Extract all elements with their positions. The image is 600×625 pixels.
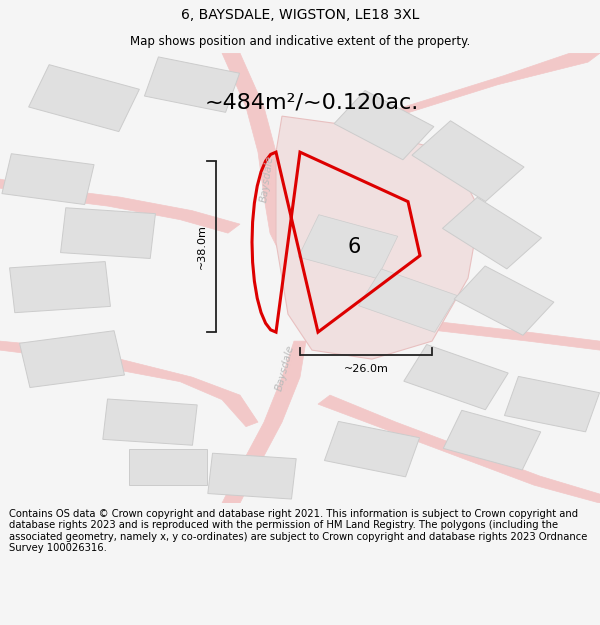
- Polygon shape: [103, 399, 197, 445]
- Polygon shape: [334, 91, 434, 160]
- Polygon shape: [61, 208, 155, 259]
- Polygon shape: [0, 179, 240, 233]
- Polygon shape: [276, 116, 480, 359]
- Polygon shape: [443, 411, 541, 470]
- Polygon shape: [29, 64, 139, 132]
- Text: Map shows position and indicative extent of the property.: Map shows position and indicative extent…: [130, 35, 470, 48]
- Polygon shape: [412, 121, 524, 201]
- Polygon shape: [454, 266, 554, 335]
- Text: ~38.0m: ~38.0m: [197, 224, 207, 269]
- Polygon shape: [222, 305, 318, 503]
- Text: ~484m²/~0.120ac.: ~484m²/~0.120ac.: [205, 92, 419, 112]
- Polygon shape: [282, 53, 600, 161]
- Polygon shape: [0, 341, 258, 427]
- Polygon shape: [208, 453, 296, 499]
- Text: Contains OS data © Crown copyright and database right 2021. This information is : Contains OS data © Crown copyright and d…: [9, 509, 587, 553]
- Text: Baysdale: Baysdale: [274, 344, 296, 392]
- Polygon shape: [298, 215, 398, 279]
- Polygon shape: [145, 57, 239, 112]
- Polygon shape: [222, 53, 318, 341]
- Polygon shape: [20, 331, 124, 388]
- Polygon shape: [442, 198, 542, 269]
- Polygon shape: [359, 269, 457, 332]
- Polygon shape: [129, 449, 207, 485]
- Polygon shape: [2, 154, 94, 204]
- Polygon shape: [505, 376, 599, 432]
- Polygon shape: [325, 421, 419, 477]
- Text: 6, BAYSDALE, WIGSTON, LE18 3XL: 6, BAYSDALE, WIGSTON, LE18 3XL: [181, 8, 419, 22]
- Text: Baysdale: Baysdale: [259, 155, 275, 203]
- Text: ~26.0m: ~26.0m: [344, 364, 388, 374]
- Polygon shape: [318, 395, 600, 503]
- Polygon shape: [404, 344, 508, 410]
- Polygon shape: [312, 305, 600, 350]
- Text: 6: 6: [347, 237, 361, 257]
- Polygon shape: [10, 262, 110, 312]
